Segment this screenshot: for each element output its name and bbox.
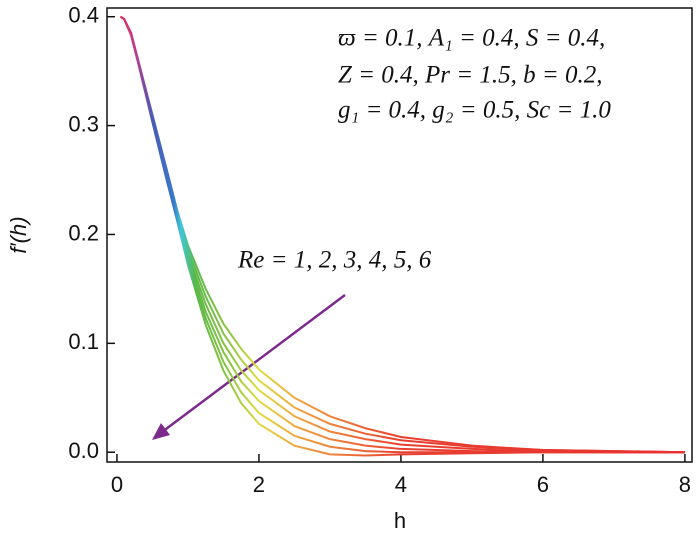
x-tick-label: 0: [111, 472, 123, 497]
annotation: Re = 1, 2, 3, 4, 5, 6: [237, 247, 432, 274]
x-tick-label: 6: [537, 472, 549, 497]
x-axis-label: h: [394, 508, 406, 533]
y-axis-label: f′(h): [6, 216, 31, 253]
x-tick-label: 8: [679, 472, 691, 497]
y-tick-label: 0.0: [68, 438, 99, 463]
annotation: Z = 0.4, Pr = 1.5, b = 0.2,: [338, 62, 603, 89]
y-tick-label: 0.3: [68, 111, 99, 136]
x-tick-label: 2: [253, 472, 265, 497]
annotation: ϖ = 0.1, A₁ = 0.4, S = 0.4,: [338, 25, 605, 52]
y-tick-label: 0.2: [68, 220, 99, 245]
y-tick-label: 0.1: [68, 329, 99, 354]
y-tick-label: 0.4: [68, 3, 99, 28]
annotation: g₁ = 0.4, g₂ = 0.5, Sc = 1.0: [338, 97, 611, 124]
line: [119, 15, 685, 457]
x-tick-label: 4: [395, 472, 407, 497]
